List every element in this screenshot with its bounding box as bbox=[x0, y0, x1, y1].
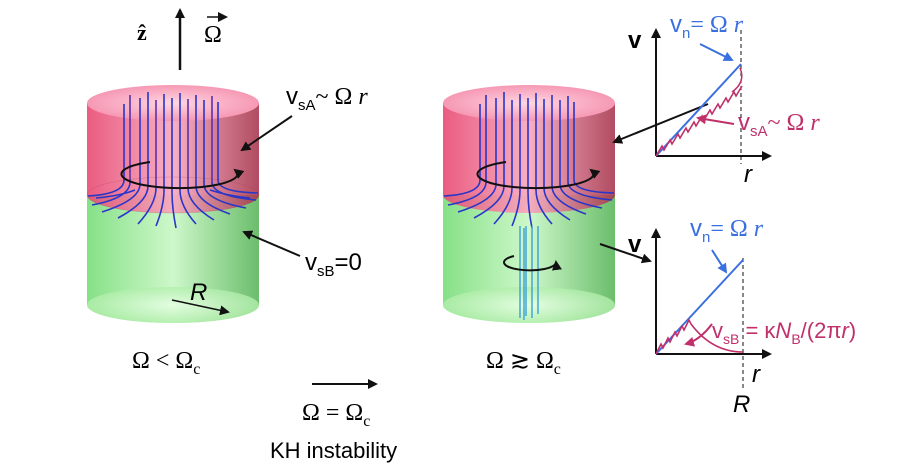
vsA-pointer bbox=[240, 115, 293, 152]
vortex-lines-left-tint bbox=[129, 95, 213, 188]
plot-top-vs-tail bbox=[731, 67, 743, 93]
cylinder-left: R bbox=[86, 85, 260, 323]
plot-bottom: v r R vn= Ω r vsB = κNB/(2πr) bbox=[628, 215, 856, 418]
plot-bottom-R-label: R bbox=[733, 391, 750, 418]
vsA-rest: ~ Ω bbox=[316, 84, 359, 110]
plot-top-vs-pointer bbox=[696, 114, 735, 125]
phase-b-bottom-cap-right bbox=[443, 287, 615, 323]
phase-b-bottom-cap bbox=[87, 287, 259, 323]
plot-top-vs-label: vsA~ Ω r bbox=[738, 109, 820, 140]
transition: Ω = Ωc KH instability bbox=[270, 379, 397, 463]
plot-bottom-vn-label: vn= Ω r bbox=[690, 215, 764, 246]
omega-vector-label: Ω bbox=[204, 22, 222, 48]
condition-right: Ω ≳ Ωc bbox=[486, 348, 561, 378]
vortex-lines-right bbox=[443, 92, 615, 229]
vsA-sub: sA bbox=[298, 97, 316, 114]
transition-name: KH instability bbox=[270, 438, 397, 463]
vsB-sub: sB bbox=[317, 263, 335, 280]
plot-top-ylabel: v bbox=[628, 27, 642, 54]
plot-bottom-ylabel: v bbox=[628, 231, 642, 258]
plot-bottom-vs-pointer bbox=[684, 323, 713, 347]
cylinder-right bbox=[443, 85, 615, 323]
plot-top-xlabel: r bbox=[744, 161, 753, 188]
plot-bottom-xlabel: r bbox=[752, 361, 761, 388]
rotation-axis: ẑ Ω bbox=[137, 8, 228, 70]
phase-a-top-cap bbox=[87, 85, 259, 121]
vsB-label-left: vsB=0 bbox=[242, 230, 362, 280]
plot-bottom-vn-pointer bbox=[711, 249, 728, 274]
z-hat-label: ẑ bbox=[137, 20, 147, 45]
plot-top-vn-pointer bbox=[699, 43, 734, 61]
radius-label: R bbox=[190, 279, 207, 306]
plot-top-vn-label: vn= Ω r bbox=[670, 11, 744, 42]
transition-condition: Ω = Ωc bbox=[302, 400, 370, 430]
radius-arrow bbox=[171, 299, 230, 316]
plot-bottom-vs-label: vsB = κNB/(2πr) bbox=[712, 318, 856, 347]
vsA-v: v bbox=[286, 83, 298, 110]
vsB-v: v bbox=[305, 249, 317, 276]
plot-top-vs-staircase bbox=[655, 85, 743, 157]
vsA-r: r bbox=[358, 84, 368, 110]
rotation-arrow-right-a bbox=[476, 161, 601, 190]
rotation-arrow-right-b bbox=[503, 255, 562, 272]
pointer-to-bottom-plot bbox=[599, 243, 652, 264]
plot-bottom-vs-curve bbox=[655, 318, 744, 355]
pointer-to-top-plot bbox=[612, 103, 709, 144]
vsB-pointer bbox=[242, 230, 301, 257]
plot-top: v r vn= Ω r vsA~ Ω r bbox=[628, 11, 820, 188]
vsB-rest: =0 bbox=[335, 249, 362, 276]
rotation-arrow-left bbox=[120, 161, 245, 190]
svg-text:vsA~ Ω r: vsA~ Ω r bbox=[286, 83, 368, 114]
svg-text:vsB=0: vsB=0 bbox=[305, 249, 362, 280]
phase-a-top-cap-right bbox=[443, 85, 615, 121]
condition-left: Ω < Ωc bbox=[132, 348, 200, 378]
vsA-label-left: vsA~ Ω r bbox=[240, 83, 368, 152]
plot-bottom-vn-line bbox=[655, 259, 744, 355]
